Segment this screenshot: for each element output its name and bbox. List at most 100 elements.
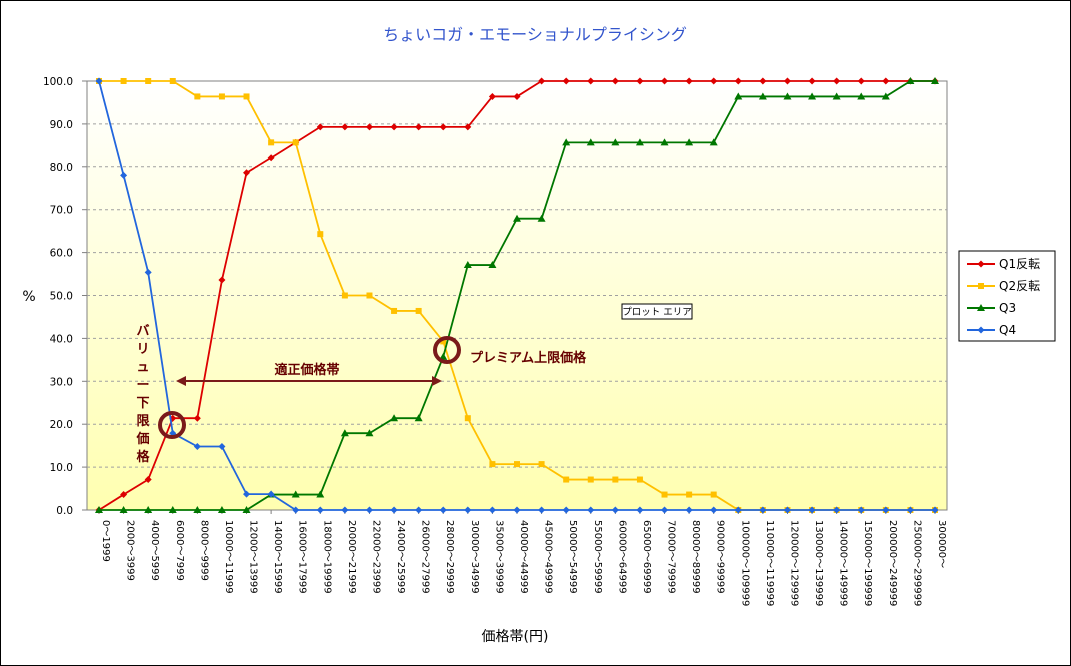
data-point [291, 490, 300, 498]
data-point [316, 123, 324, 131]
data-point [218, 276, 226, 284]
x-tick-label: 200000～249999 [887, 520, 898, 606]
data-point [563, 476, 570, 483]
data-point [268, 139, 275, 146]
data-point [489, 461, 496, 468]
value-lower-limit-char: 限 [136, 414, 150, 429]
x-tick-label: 8000～9999 [198, 520, 209, 581]
x-tick-label: 28000～29999 [444, 520, 455, 594]
legend-label: Q1反転 [999, 257, 1040, 271]
data-point [636, 476, 643, 483]
data-point [587, 476, 594, 483]
arrow-right-head [432, 376, 442, 386]
x-tick-label: 6000～7999 [174, 520, 185, 581]
value-lower-limit-char: 価 [135, 431, 149, 447]
value-lower-limit-char: 格 [136, 449, 150, 465]
data-point [660, 138, 669, 146]
data-point [587, 506, 595, 514]
data-point [710, 506, 718, 514]
data-point [808, 77, 816, 85]
data-point [390, 123, 398, 131]
data-point [562, 77, 570, 85]
data-point [611, 138, 620, 146]
data-point [193, 414, 201, 422]
data-point [267, 490, 275, 498]
data-point [144, 268, 152, 276]
x-tick-label: 90000～99999 [715, 520, 726, 594]
data-point [734, 506, 742, 514]
data-point [391, 307, 398, 314]
legend-item: Q3 [967, 301, 1016, 315]
data-point [759, 506, 767, 514]
legend-item: Q1反転 [967, 257, 1040, 271]
x-tick-label: 16000～17999 [297, 520, 308, 594]
data-point [365, 123, 373, 131]
y-tick-label: 70.0 [50, 205, 73, 217]
data-point [513, 92, 521, 100]
x-axis-label: 価格帯(円) [482, 629, 549, 645]
plot-area-tooltip-text: プロット エリア [622, 307, 692, 318]
data-point [464, 415, 471, 422]
data-point [832, 92, 841, 100]
x-tick-label: 300000～ [936, 520, 947, 568]
series-4 [95, 77, 939, 514]
y-axis-label: % [22, 289, 35, 305]
data-point [415, 123, 423, 131]
x-tick-label: 30000～34999 [469, 520, 480, 594]
x-tick-label: 0～1999 [100, 520, 111, 562]
gridlines [87, 123, 947, 468]
data-point [145, 78, 152, 84]
value-lower-limit-char: ー [136, 378, 149, 393]
x-tick-label: 120000～129999 [788, 520, 799, 606]
data-point [218, 93, 225, 100]
data-point [635, 138, 644, 146]
x-tick-label: 70000～79999 [666, 520, 677, 594]
x-tick-label: 10000～11999 [223, 520, 234, 594]
data-point [537, 214, 546, 222]
data-point [317, 231, 324, 238]
data-point [193, 443, 201, 451]
data-point [709, 138, 718, 146]
data-point [243, 93, 250, 100]
data-point [341, 123, 349, 131]
data-point [636, 77, 644, 85]
x-tick-label: 20000～21999 [346, 520, 357, 594]
data-point [685, 506, 693, 514]
data-point [611, 506, 619, 514]
fair-price-band-label: 適正価格帯 [274, 362, 339, 378]
x-tick-label: 14000～15999 [272, 520, 283, 594]
premium-upper-limit-circle [433, 336, 461, 364]
data-point [439, 352, 448, 360]
y-tick-label: 0.0 [56, 505, 73, 517]
y-tick-label: 80.0 [50, 162, 73, 174]
data-point [464, 123, 472, 131]
data-point [390, 506, 398, 514]
data-point [538, 77, 546, 85]
data-point [710, 491, 717, 498]
premium-upper-limit-label: プレミアム上限価格 [470, 350, 587, 366]
x-tick-label: 110000～119999 [764, 520, 775, 606]
data-point [734, 77, 742, 85]
data-point [242, 506, 251, 513]
legend-swatch-marker [978, 283, 984, 289]
y-tick-label: 30.0 [50, 376, 73, 388]
x-tick-label: 50000～54999 [567, 520, 578, 594]
data-point [611, 77, 619, 85]
value-lower-limit-char: バ [136, 324, 149, 339]
data-point [390, 414, 399, 422]
data-point [168, 506, 177, 513]
data-point [758, 92, 767, 100]
x-tick-label: 80000～89999 [690, 520, 701, 594]
data-point [783, 506, 791, 514]
data-point [759, 77, 767, 85]
x-tick-label: 130000～139999 [813, 520, 824, 606]
legend-label: Q4 [999, 323, 1016, 337]
chart-title: ちょいコガ・エモーショナルプライシング [383, 25, 687, 44]
x-tick-label: 250000～299999 [911, 520, 922, 606]
data-point [439, 506, 447, 514]
value-lower-limit-label: バリュー下限価格 [135, 324, 150, 465]
data-point [882, 506, 890, 514]
legend-items: Q1反転 Q2反転 Q3 Q4 [967, 257, 1040, 337]
arrow-left-head [176, 376, 186, 386]
